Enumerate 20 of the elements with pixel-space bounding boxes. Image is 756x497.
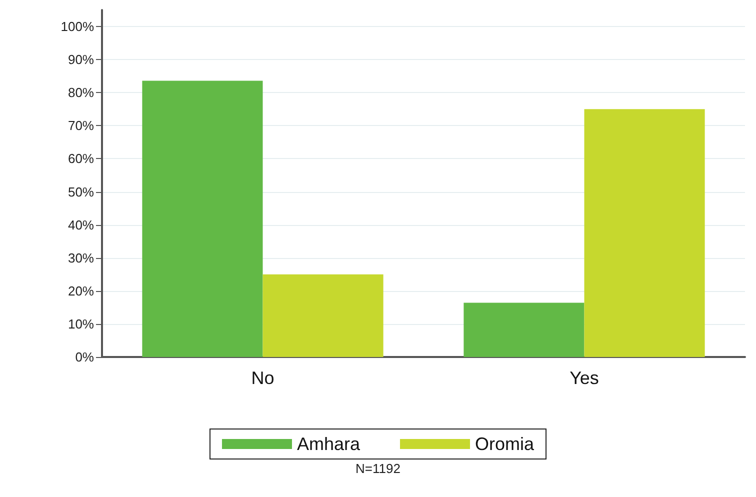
y-tick-label: 50% [68, 184, 94, 200]
y-tick-label: 40% [68, 217, 94, 232]
legend-label: Amhara [296, 434, 361, 454]
y-tick-label: 10% [68, 316, 94, 332]
y-tick-label: 60% [68, 151, 94, 166]
bar [584, 109, 705, 357]
bar [142, 80, 263, 357]
bar [262, 274, 384, 357]
y-tick-label: 70% [68, 118, 94, 134]
text: N=1192 [356, 461, 400, 476]
x-tick-label: No [251, 368, 274, 388]
y-tick-label: 0% [75, 350, 94, 364]
y-tick-label: 20% [68, 283, 94, 298]
y-tick-label: 90% [68, 52, 94, 68]
legend-label: Oromia [475, 434, 536, 454]
x-tick-label: Yes [570, 368, 599, 388]
y-tick-label: 30% [68, 250, 94, 266]
y-tick-label: 100% [60, 19, 94, 34]
y-tick-label: 80% [68, 85, 94, 100]
bar [464, 302, 584, 357]
